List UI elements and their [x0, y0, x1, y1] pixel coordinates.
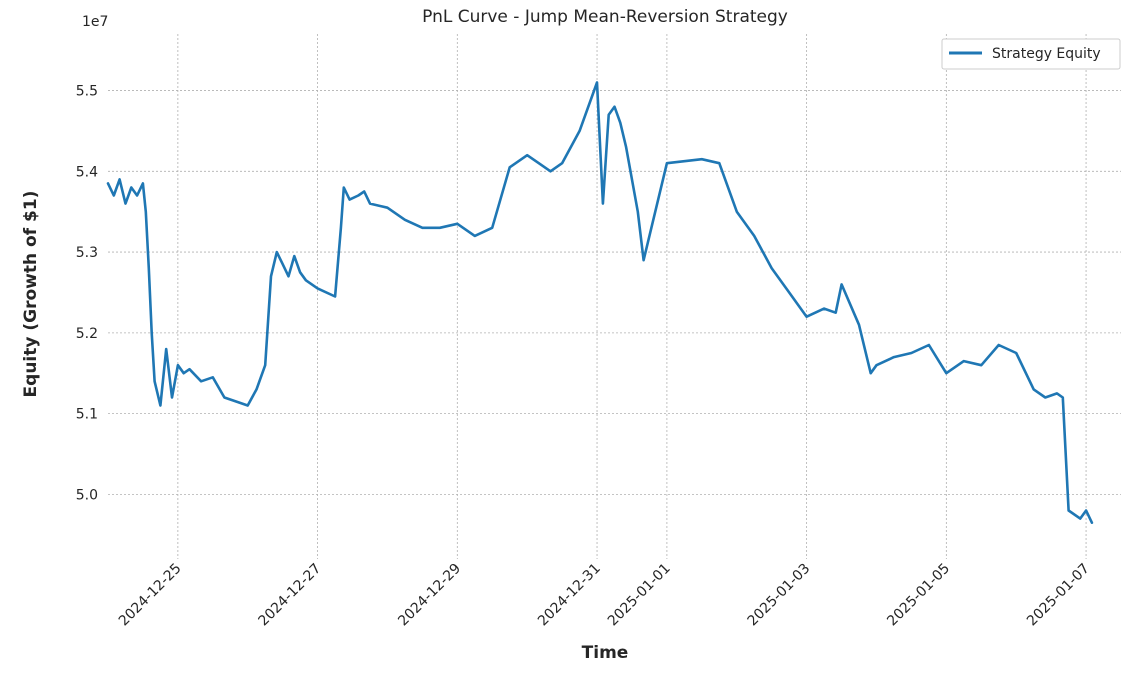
y-tick-label: 5.2: [76, 326, 98, 342]
y-tick-label: 5.1: [76, 407, 98, 423]
x-tick-label: 2025-01-01: [605, 561, 674, 630]
y-offset-label: 1e7: [82, 14, 108, 30]
y-tick-label: 5.3: [76, 245, 98, 261]
x-tick-label: 2024-12-27: [256, 561, 325, 630]
chart-title: PnL Curve - Jump Mean-Reversion Strategy: [422, 7, 788, 27]
x-tick-label: 2024-12-29: [395, 561, 464, 630]
legend: Strategy Equity: [941, 38, 1121, 70]
y-tick-label: 5.5: [76, 84, 98, 100]
y-axis-label: Equity (Growth of $1): [21, 191, 41, 398]
x-tick-label: 2025-01-05: [884, 561, 953, 630]
legend-label: Strategy Equity: [992, 46, 1101, 62]
x-tick-label: 2024-12-31: [535, 561, 604, 630]
x-tick-label: 2025-01-07: [1024, 561, 1093, 630]
y-tick-label: 5.0: [76, 487, 98, 503]
x-axis-label: Time: [582, 643, 629, 663]
series-layer: [106, 81, 1094, 525]
plot-area: [108, 34, 1121, 559]
legend-box: [941, 38, 1121, 70]
series-line-strategy-equity: [106, 81, 1094, 525]
x-tick-label: 2025-01-03: [745, 561, 814, 630]
y-tick-label: 5.4: [76, 164, 98, 180]
x-tick-label: 2024-12-25: [116, 561, 185, 630]
